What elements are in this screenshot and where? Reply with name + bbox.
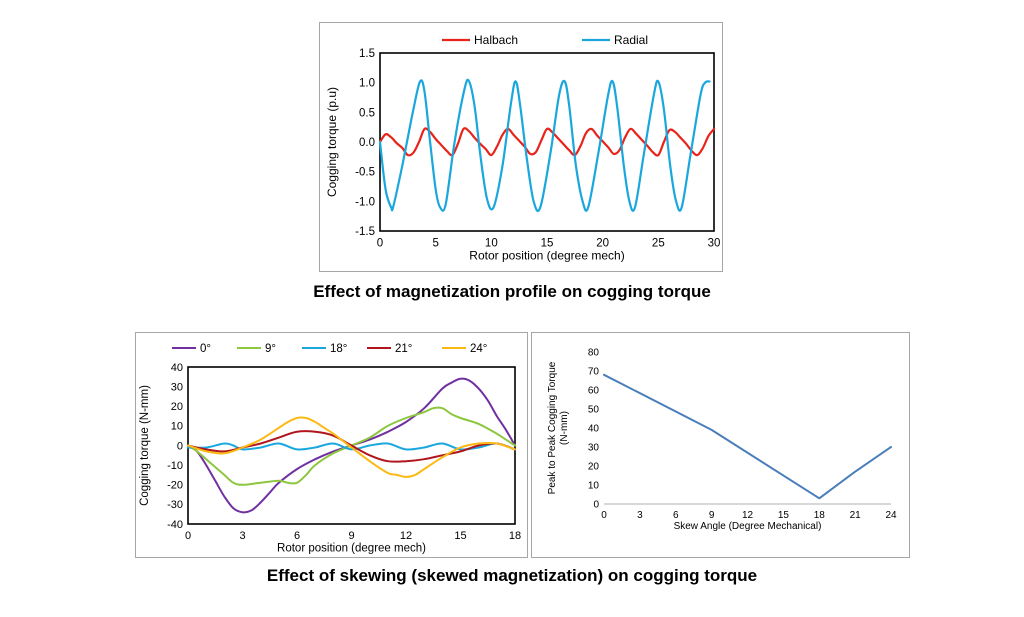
y-axis-label: Cogging torque (N-mm) xyxy=(139,385,151,506)
chart-skew-torque: 40 30 20 10 0 -10 -20 -30 -40 0 3 6 9 12 15 18 Rotor pos… xyxy=(135,332,528,558)
chart-peak-to-peak: 80 70 60 50 40 30 20 10 0 0 3 6 9 12 15 18 21 24 Skew Angl… xyxy=(531,332,910,558)
x-tick-label: 12 xyxy=(742,510,754,521)
x-axis-label: Skew Angle (Degree Mechanical) xyxy=(674,521,822,532)
x-tick-label: 3 xyxy=(637,510,643,521)
y-tick-label: -40 xyxy=(167,519,183,531)
y-tick-label: -10 xyxy=(167,460,183,472)
legend-label-21deg: 21° xyxy=(395,343,412,355)
series-line-halbach xyxy=(378,127,716,157)
y-tick-label: -1.0 xyxy=(355,196,375,208)
y-tick-label: 0 xyxy=(177,440,183,452)
chart-magnetization-svg: 1.5 1.0 0.5 0.0 -0.5 -1.0 -1.50 5 10 15 20 25 30 Roto… xyxy=(325,33,721,263)
series-line-24deg xyxy=(187,416,516,478)
y-tick-label: 80 xyxy=(588,348,600,359)
x-tick-label: 15 xyxy=(778,510,790,521)
x-tick-label: 24 xyxy=(885,510,897,521)
x-tick-label: 21 xyxy=(850,510,862,521)
x-tick-label: 0 xyxy=(601,510,607,521)
y-tick-label: 40 xyxy=(171,362,183,374)
legend-label-0deg: 0° xyxy=(200,343,211,355)
legend-label-18deg: 18° xyxy=(330,343,347,355)
x-tick-label: 12 xyxy=(400,530,412,542)
x-tick-label: 25 xyxy=(652,238,665,250)
y-tick-label: 20 xyxy=(171,401,183,413)
y-tick-label: -20 xyxy=(167,480,183,492)
y-tick-label: -30 xyxy=(167,499,183,511)
y-tick-label: 30 xyxy=(588,443,600,454)
x-tick-label: 20 xyxy=(596,238,609,250)
x-tick-label: 15 xyxy=(541,238,554,250)
series-line-9deg xyxy=(187,406,516,486)
legend-label-halbach: Halbach xyxy=(474,33,518,47)
legend-label-radial: Radial xyxy=(614,33,648,47)
chart-peak-to-peak-svg: 80 70 60 50 40 30 20 10 00 3 6 9 12 15 18 21 24 Skew Angl… xyxy=(547,348,897,533)
x-tick-label: 9 xyxy=(709,510,715,521)
x-axis-label: Rotor position (degree mech) xyxy=(469,249,624,263)
x-tick-label: 5 xyxy=(432,238,438,250)
y-tick-label: 0.5 xyxy=(359,107,375,119)
x-tick-label: 15 xyxy=(454,530,466,542)
series-line-series xyxy=(603,373,892,500)
x-tick-label: 10 xyxy=(485,238,498,250)
y-tick-label: -1.5 xyxy=(355,226,375,238)
y-tick-label: 0.0 xyxy=(359,137,375,149)
y-tick-label: 60 xyxy=(588,386,600,397)
caption-skewing: Effect of skewing (skewed magnetization)… xyxy=(266,566,758,585)
y-axis-label: Peak to Peak Cogging Torque xyxy=(547,361,558,494)
y-tick-label: 40 xyxy=(588,424,600,435)
x-tick-label: 0 xyxy=(377,238,383,250)
series-line-radial xyxy=(378,78,711,213)
x-tick-label: 18 xyxy=(814,510,826,521)
x-tick-label: 18 xyxy=(509,530,521,542)
legend-label-9deg: 9° xyxy=(265,343,276,355)
x-tick-label: 6 xyxy=(673,510,679,521)
y-tick-label: 1.0 xyxy=(359,78,375,90)
y-tick-label: 50 xyxy=(588,405,600,416)
y-tick-label: 0 xyxy=(593,500,599,511)
y-tick-label: 1.5 xyxy=(359,48,375,60)
x-tick-label: 0 xyxy=(185,530,191,542)
y-tick-label: 30 xyxy=(171,381,183,393)
x-tick-label: 3 xyxy=(239,530,245,542)
y-tick-label: 10 xyxy=(171,421,183,433)
x-tick-label: 9 xyxy=(348,530,354,542)
x-tick-label: 30 xyxy=(708,238,721,250)
y-tick-label: -0.5 xyxy=(355,167,375,179)
y-tick-label: 20 xyxy=(588,462,600,473)
x-tick-label: 6 xyxy=(294,530,300,542)
y-axis-label: (N-mm) xyxy=(559,411,570,445)
legend-label-24deg: 24° xyxy=(470,343,487,355)
y-axis-label: Cogging torque (p.u) xyxy=(325,87,339,197)
chart-magnetization-profile: 1.5 1.0 0.5 0.0 -0.5 -1.0 -1.5 0 5 10 15 20 25 30 Roto… xyxy=(319,22,723,272)
caption-magnetization: Effect of magnetization profile on coggi… xyxy=(313,282,711,301)
y-tick-label: 10 xyxy=(588,481,600,492)
y-tick-label: 70 xyxy=(588,367,600,378)
x-axis-label: Rotor position (degree mech) xyxy=(277,543,426,555)
